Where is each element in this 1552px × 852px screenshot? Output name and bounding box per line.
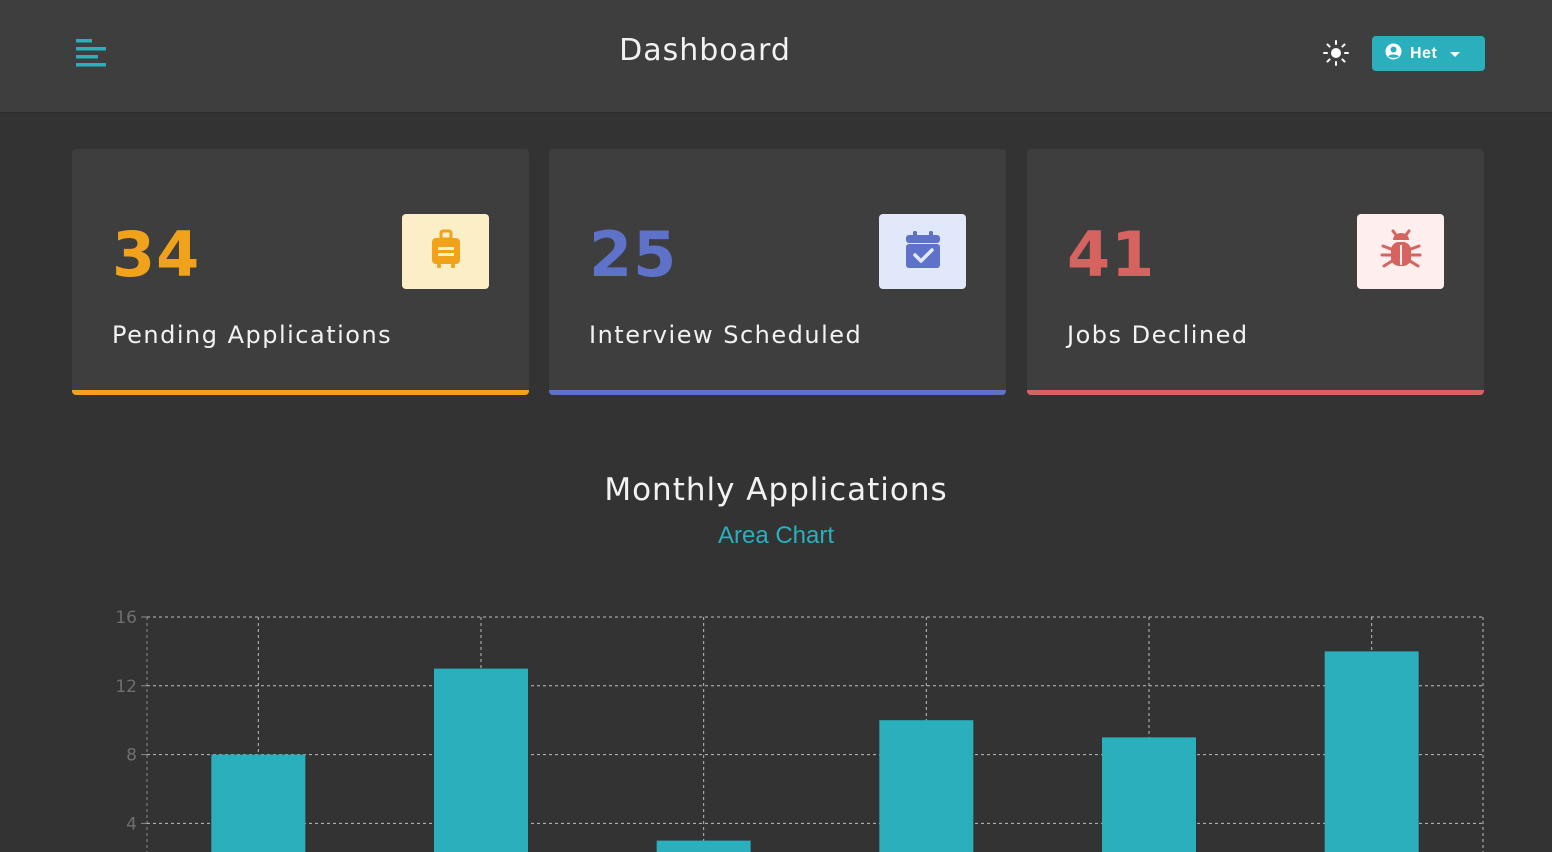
user-name: Het: [1410, 44, 1438, 62]
hamburger-menu-icon[interactable]: [74, 37, 110, 71]
chart-bar: [1102, 737, 1196, 852]
stat-label: Pending Applications: [112, 321, 393, 349]
y-tick-label: 12: [115, 677, 137, 697]
stat-count: 25: [589, 218, 678, 291]
chart-title: Monthly Applications: [604, 472, 948, 508]
stat-count: 41: [1067, 218, 1156, 291]
stat-icon-box: [1357, 214, 1444, 289]
stat-icon-box: [402, 214, 489, 289]
top-navbar: Dashboard Het: [0, 0, 1552, 113]
caret-down-icon: [1449, 44, 1461, 63]
page-title: Dashboard: [619, 33, 791, 68]
card-accent-bar: [549, 390, 1006, 395]
calendar-check-icon: [904, 230, 942, 274]
y-tick-label: 4: [126, 814, 137, 834]
bug-icon: [1380, 229, 1422, 275]
stat-label: Jobs Declined: [1067, 321, 1249, 349]
chart-bar: [656, 840, 751, 852]
y-tick-label: 8: [126, 746, 137, 766]
stat-icon-box: [879, 214, 966, 289]
card-accent-bar: [72, 390, 529, 395]
suitcase-icon: [430, 229, 462, 275]
stat-card-pending: 34 Pending Applications: [72, 149, 529, 395]
stat-label: Interview Scheduled: [589, 321, 863, 349]
user-menu-button[interactable]: Het: [1372, 36, 1485, 71]
chart-type-toggle[interactable]: Area Chart: [717, 522, 835, 549]
user-circle-icon: [1385, 43, 1402, 64]
card-accent-bar: [1027, 390, 1484, 395]
chart-bar: [434, 668, 528, 852]
chart-bar: [879, 720, 974, 852]
stat-count: 34: [112, 218, 201, 291]
stat-card-declined: 41 Jobs Declined: [1027, 149, 1484, 395]
stat-card-interview: 25 Interview Scheduled: [549, 149, 1006, 395]
chart-bar: [1324, 651, 1419, 852]
y-tick-label: 16: [115, 608, 137, 628]
chart-bar: [211, 754, 306, 852]
sun-icon[interactable]: [1322, 39, 1350, 67]
